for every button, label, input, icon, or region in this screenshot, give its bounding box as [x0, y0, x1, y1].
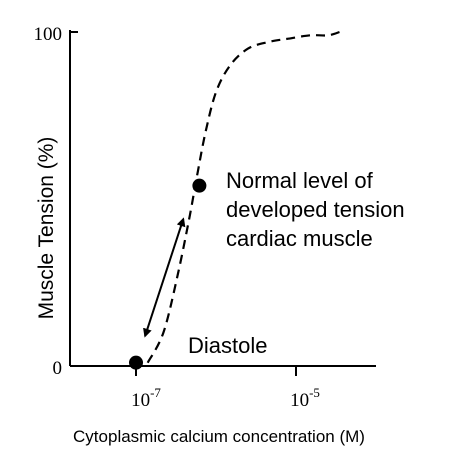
x-tick-exp-1e-7: -7	[150, 385, 161, 400]
y-tick-label-100: 100	[34, 24, 63, 45]
annotation-line-2: developed tension	[226, 197, 405, 222]
annotation-line-1: Normal level of	[226, 168, 374, 193]
double-headed-arrow	[143, 217, 186, 338]
annotation-diastole: Diastole	[188, 333, 267, 358]
x-tick-label-1e-7: 10-7	[131, 385, 161, 411]
x-tick-base-1e-7: 10	[131, 390, 150, 411]
y-tick-label-0: 0	[53, 358, 63, 379]
annotation-line-3: cardiac muscle	[226, 226, 373, 251]
x-tick-exp-1e-5: -5	[309, 385, 320, 400]
normal-tension-point	[192, 178, 207, 193]
diastole-point	[129, 355, 143, 370]
x-tick-base-1e-5: 10	[290, 390, 309, 411]
x-axis-label: Cytoplasmic calcium concentration (M)	[73, 427, 365, 446]
y-axis-label: Muscle Tension (%)	[35, 137, 58, 320]
annotation-normal-tension: Normal level of developed tension cardia…	[226, 168, 411, 251]
x-tick-label-1e-5: 10-5	[290, 385, 320, 411]
